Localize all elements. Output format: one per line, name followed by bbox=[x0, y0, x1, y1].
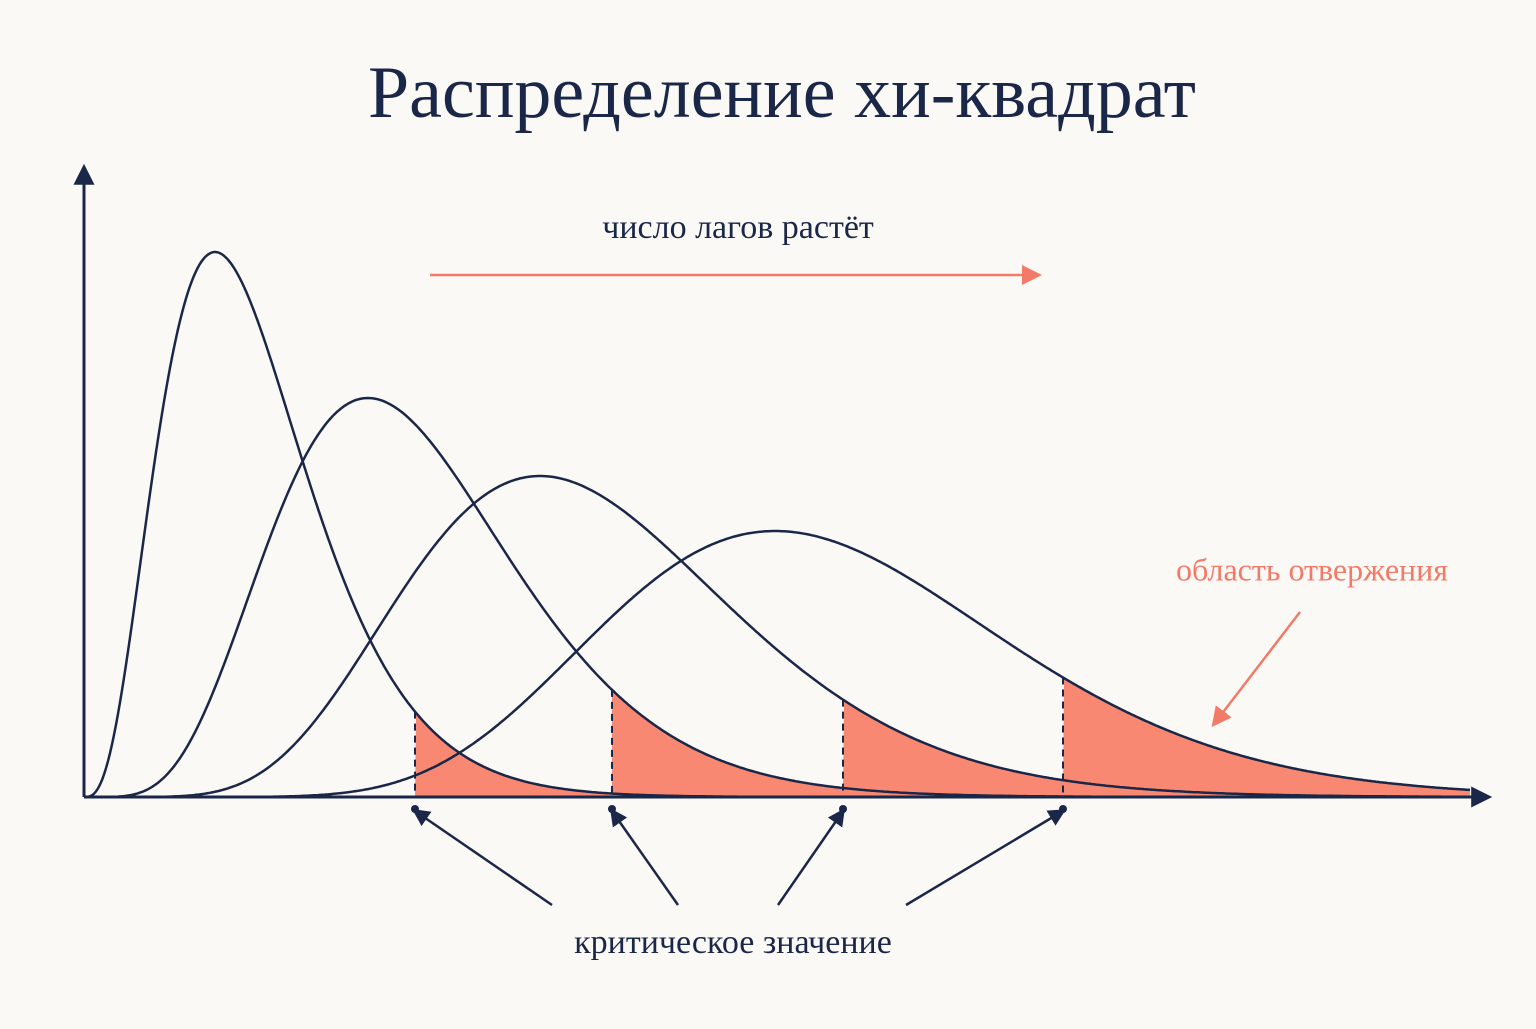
title: Распределение хи-квадрат bbox=[368, 52, 1196, 134]
rejection-area bbox=[612, 689, 1470, 797]
critical-arrow bbox=[609, 808, 680, 906]
lags-label: число лагов растёт bbox=[602, 209, 874, 246]
critical-arrow bbox=[905, 809, 1067, 907]
density-curve bbox=[84, 474, 1470, 799]
rejection-area bbox=[415, 712, 1470, 797]
rejection-area bbox=[843, 700, 1470, 797]
rejection-area bbox=[1063, 678, 1470, 797]
rejection-label: область отвержения bbox=[1176, 551, 1448, 587]
critical-arrow bbox=[776, 808, 845, 906]
density-curve bbox=[84, 529, 1471, 799]
rejection-arrow bbox=[1211, 611, 1301, 728]
critical-markers bbox=[411, 677, 1067, 907]
rejection-areas bbox=[415, 678, 1470, 797]
critical-label: критическое значение bbox=[574, 924, 892, 961]
critical-arrow bbox=[412, 809, 553, 907]
